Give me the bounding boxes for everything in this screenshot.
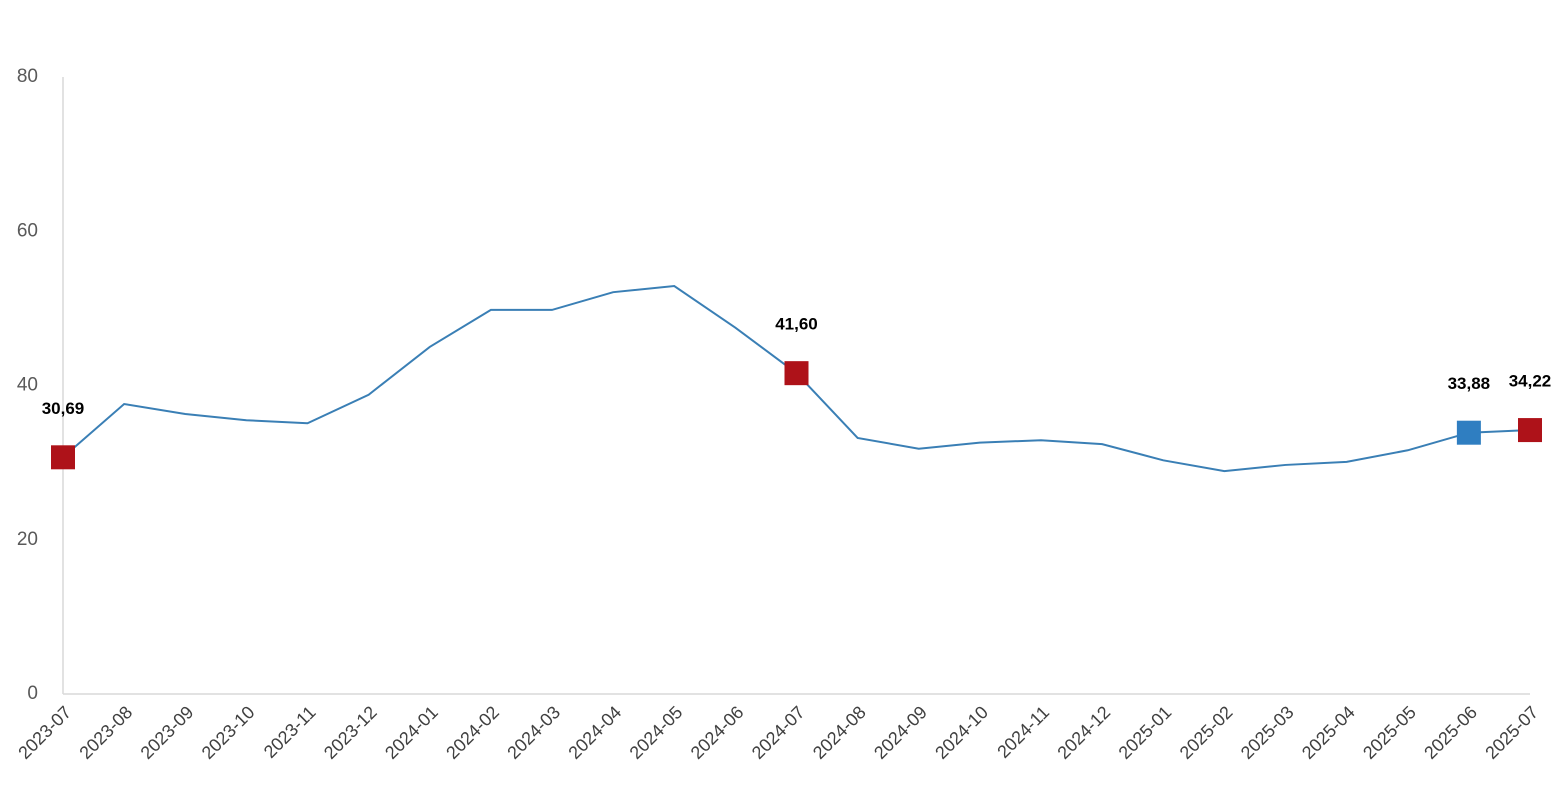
x-tick-label: 2025-04 [1298, 702, 1359, 763]
x-tick-label: 2024-01 [381, 702, 442, 763]
x-tick-label: 2024-04 [564, 702, 625, 763]
y-tick-label: 80 [17, 66, 38, 87]
marker [51, 445, 75, 470]
x-tick-label: 2024-06 [687, 702, 748, 763]
x-tick-label: 2023-07 [14, 702, 75, 763]
data-label: 30,69 [42, 399, 85, 418]
data-label: 41,60 [775, 315, 818, 334]
y-tick-label: 40 [17, 375, 38, 396]
marker [1456, 420, 1481, 445]
x-tick-label: 2023-09 [137, 702, 198, 763]
data-label: 33,88 [1448, 374, 1491, 393]
x-tick-label: 2023-12 [320, 702, 381, 763]
x-tick-label: 2024-08 [809, 702, 870, 763]
x-tick-label: 2024-09 [870, 702, 931, 763]
x-tick-label: 2024-02 [442, 702, 503, 763]
y-tick-label: 0 [27, 683, 38, 704]
x-tick-label: 2024-10 [931, 702, 992, 763]
x-tick-label: 2024-03 [503, 702, 564, 763]
x-tick-label: 2024-12 [1053, 702, 1114, 763]
x-tick-label: 2023-10 [198, 702, 259, 763]
marker [784, 361, 809, 386]
x-tick-label: 2025-05 [1359, 702, 1420, 763]
x-tick-label: 2025-02 [1176, 702, 1237, 763]
marker [1518, 418, 1542, 443]
x-tick-label: 2024-05 [626, 702, 687, 763]
x-tick-label: 2025-01 [1115, 702, 1176, 763]
x-tick-label: 2025-03 [1237, 702, 1298, 763]
x-tick-label: 2024-11 [993, 702, 1053, 762]
y-tick-label: 20 [17, 529, 38, 550]
x-tick-label: 2024-07 [748, 702, 809, 763]
y-tick-label: 60 [17, 220, 38, 241]
x-tick-label: 2023-11 [260, 702, 320, 762]
data-label: 34,22 [1509, 372, 1552, 391]
x-tick-label: 2025-06 [1420, 702, 1481, 763]
x-tick-label: 2025-07 [1481, 702, 1542, 763]
x-tick-label: 2023-08 [75, 702, 136, 763]
